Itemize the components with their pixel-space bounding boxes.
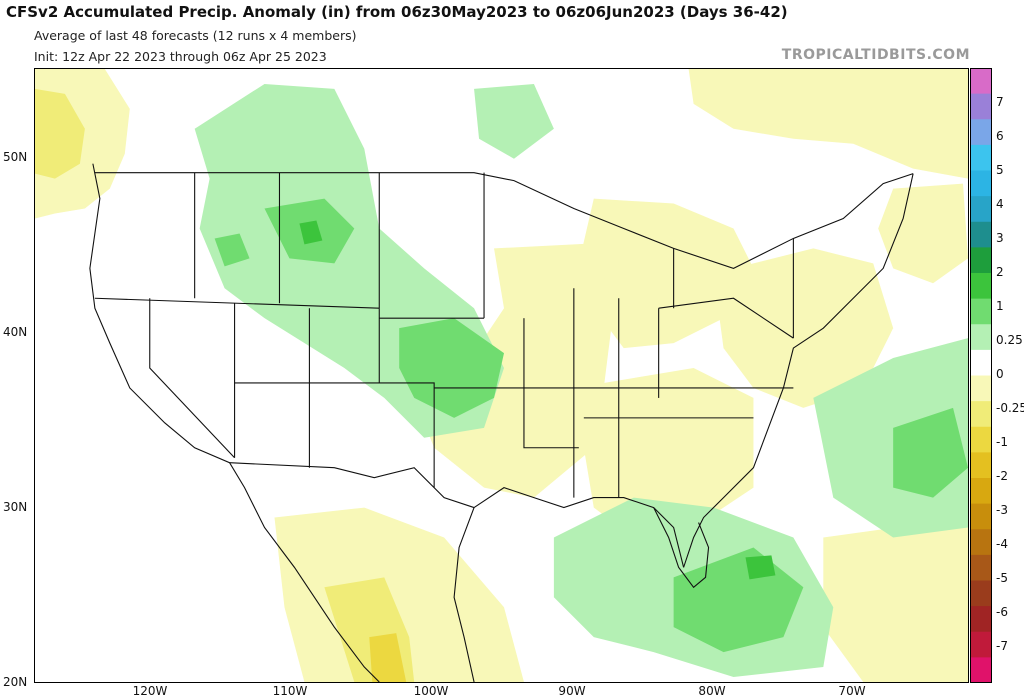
state-line-central-5	[378, 308, 435, 488]
colorbar-label-5: 5	[996, 163, 1004, 177]
colorbar-swatch	[970, 68, 992, 95]
dry-anomaly-regions	[35, 69, 968, 682]
dry-region-south	[414, 243, 614, 498]
colorbar-label-2: 2	[996, 265, 1004, 279]
anomaly-map	[34, 68, 969, 683]
colorbar-swatch	[970, 657, 992, 683]
chart-subtitle: Average of last 48 forecasts (12 runs x …	[34, 28, 357, 43]
colorbar-swatch	[970, 631, 992, 658]
colorbar-swatch	[970, 554, 992, 582]
dry-region-new-england	[878, 183, 968, 284]
colorbar-swatch	[970, 119, 992, 146]
wet-region-plains	[399, 318, 504, 418]
colorbar-swatch	[970, 503, 992, 530]
colorbar-swatch	[970, 375, 992, 402]
colorbar	[970, 68, 992, 683]
state-line-east-7	[658, 297, 794, 339]
colorbar-swatch	[970, 144, 992, 172]
colorbar-swatch	[970, 196, 992, 223]
colorbar-swatch	[970, 426, 992, 453]
colorbar-label-3: 3	[996, 231, 1004, 245]
lon-label-120w: 120W	[132, 684, 168, 698]
colorbar-label-neg-2: -2	[996, 469, 1008, 483]
lat-label-40n: 40N	[3, 325, 28, 339]
lon-label-80w: 80W	[698, 684, 726, 698]
wet-region-montana-max	[299, 220, 323, 245]
lon-label-100w: 100W	[413, 684, 449, 698]
colorbar-label-1: 1	[996, 299, 1004, 313]
lon-label-110w: 110W	[272, 684, 308, 698]
wet-anomaly-regions	[194, 83, 968, 678]
wet-region-idaho	[214, 233, 250, 267]
colorbar-swatch	[970, 529, 992, 556]
dry-region-great-lakes	[578, 198, 754, 349]
lat-label-50n: 50N	[3, 150, 28, 164]
political-boundaries	[89, 163, 914, 682]
colorbar-swatch	[970, 221, 992, 248]
colorbar-swatch	[970, 273, 992, 300]
colorbar-label-neg-0-25: -0.25	[996, 401, 1024, 415]
init-time-text: Init: 12z Apr 22 2023 through 06z Apr 25…	[34, 49, 327, 64]
coastline-pacific	[89, 163, 380, 682]
brand-watermark: TROPICALTIDBITS.COM	[781, 47, 970, 63]
wet-region-bahamas-core	[745, 555, 776, 580]
colorbar-label-neg-6: -6	[996, 605, 1008, 619]
colorbar-swatch	[970, 247, 992, 274]
state-line-central-1	[94, 297, 380, 309]
lon-label-90w: 90W	[558, 684, 586, 698]
colorbar-swatch	[970, 478, 992, 505]
dry-region-pacific-nw-core	[35, 88, 85, 179]
dry-region-mexico-deep	[369, 633, 407, 682]
colorbar-swatch	[970, 452, 992, 479]
dry-region-canada-east	[688, 69, 968, 179]
colorbar-label-0: 0	[996, 367, 1004, 381]
colorbar-swatch	[970, 93, 992, 120]
lon-label-70w: 70W	[838, 684, 866, 698]
colorbar-swatch	[970, 606, 992, 633]
colorbar-label-neg-4: -4	[996, 537, 1008, 551]
dry-region-mexico	[274, 507, 524, 682]
wet-region-atlantic-core	[893, 407, 968, 498]
colorbar-label-4: 4	[996, 197, 1004, 211]
colorbar-swatch	[970, 580, 992, 607]
state-line-central-8	[434, 387, 579, 449]
colorbar-label-neg-3: -3	[996, 503, 1008, 517]
colorbar-swatch	[970, 401, 992, 428]
colorbar-label-7: 7	[996, 95, 1004, 109]
us-mexico-border	[229, 462, 475, 509]
colorbar-label-neg-1: -1	[996, 435, 1008, 449]
coastline-florida	[653, 507, 710, 589]
lat-label-20n: 20N	[3, 675, 28, 689]
colorbar-border	[970, 68, 992, 683]
colorbar-swatch	[970, 349, 992, 377]
colorbar-swatch	[970, 298, 992, 325]
state-line-central-2	[149, 298, 235, 459]
colorbar-label-0-25: 0.25	[996, 333, 1023, 347]
colorbar-label-neg-5: -5	[996, 571, 1008, 585]
dry-region-northeast	[713, 248, 894, 408]
dry-region-atlantic	[823, 517, 968, 682]
colorbar-swatch	[970, 170, 992, 197]
colorbar-label-6: 6	[996, 129, 1004, 143]
colorbar-swatch	[970, 324, 992, 351]
lat-label-30n: 30N	[3, 500, 28, 514]
colorbar-label-neg-7: -7	[996, 639, 1008, 653]
chart-title: CFSv2 Accumulated Precip. Anomaly (in) f…	[6, 3, 788, 21]
wet-region-canada-west	[474, 83, 554, 159]
